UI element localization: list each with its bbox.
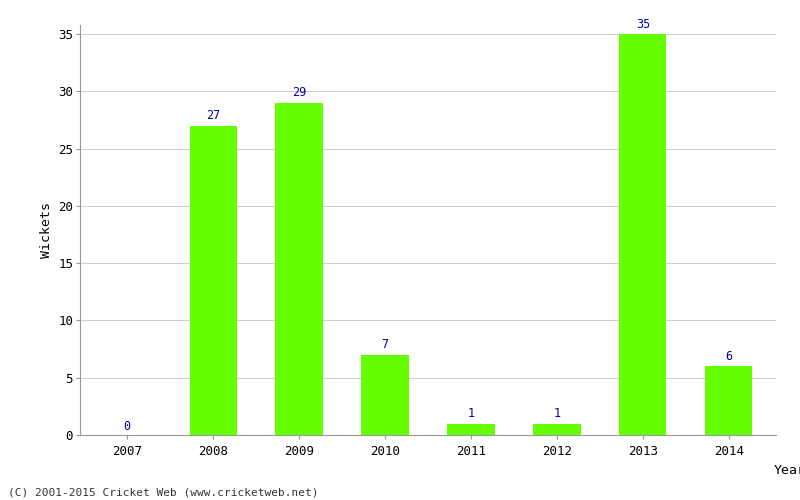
Bar	[447, 424, 494, 435]
Text: 1: 1	[467, 407, 474, 420]
Text: 29: 29	[292, 86, 306, 100]
Text: 7: 7	[382, 338, 389, 351]
Text: (C) 2001-2015 Cricket Web (www.cricketweb.net): (C) 2001-2015 Cricket Web (www.cricketwe…	[8, 488, 318, 498]
Text: 6: 6	[725, 350, 732, 363]
Y-axis label: Wickets: Wickets	[39, 202, 53, 258]
Bar	[190, 126, 237, 435]
Bar	[362, 355, 409, 435]
Text: 27: 27	[206, 110, 220, 122]
Bar	[619, 34, 666, 435]
Bar	[705, 366, 752, 435]
X-axis label: Year: Year	[774, 464, 800, 476]
Bar	[275, 103, 322, 435]
Text: 0: 0	[124, 420, 131, 432]
Text: 1: 1	[554, 407, 561, 420]
Text: 35: 35	[636, 18, 650, 30]
Bar	[534, 424, 581, 435]
